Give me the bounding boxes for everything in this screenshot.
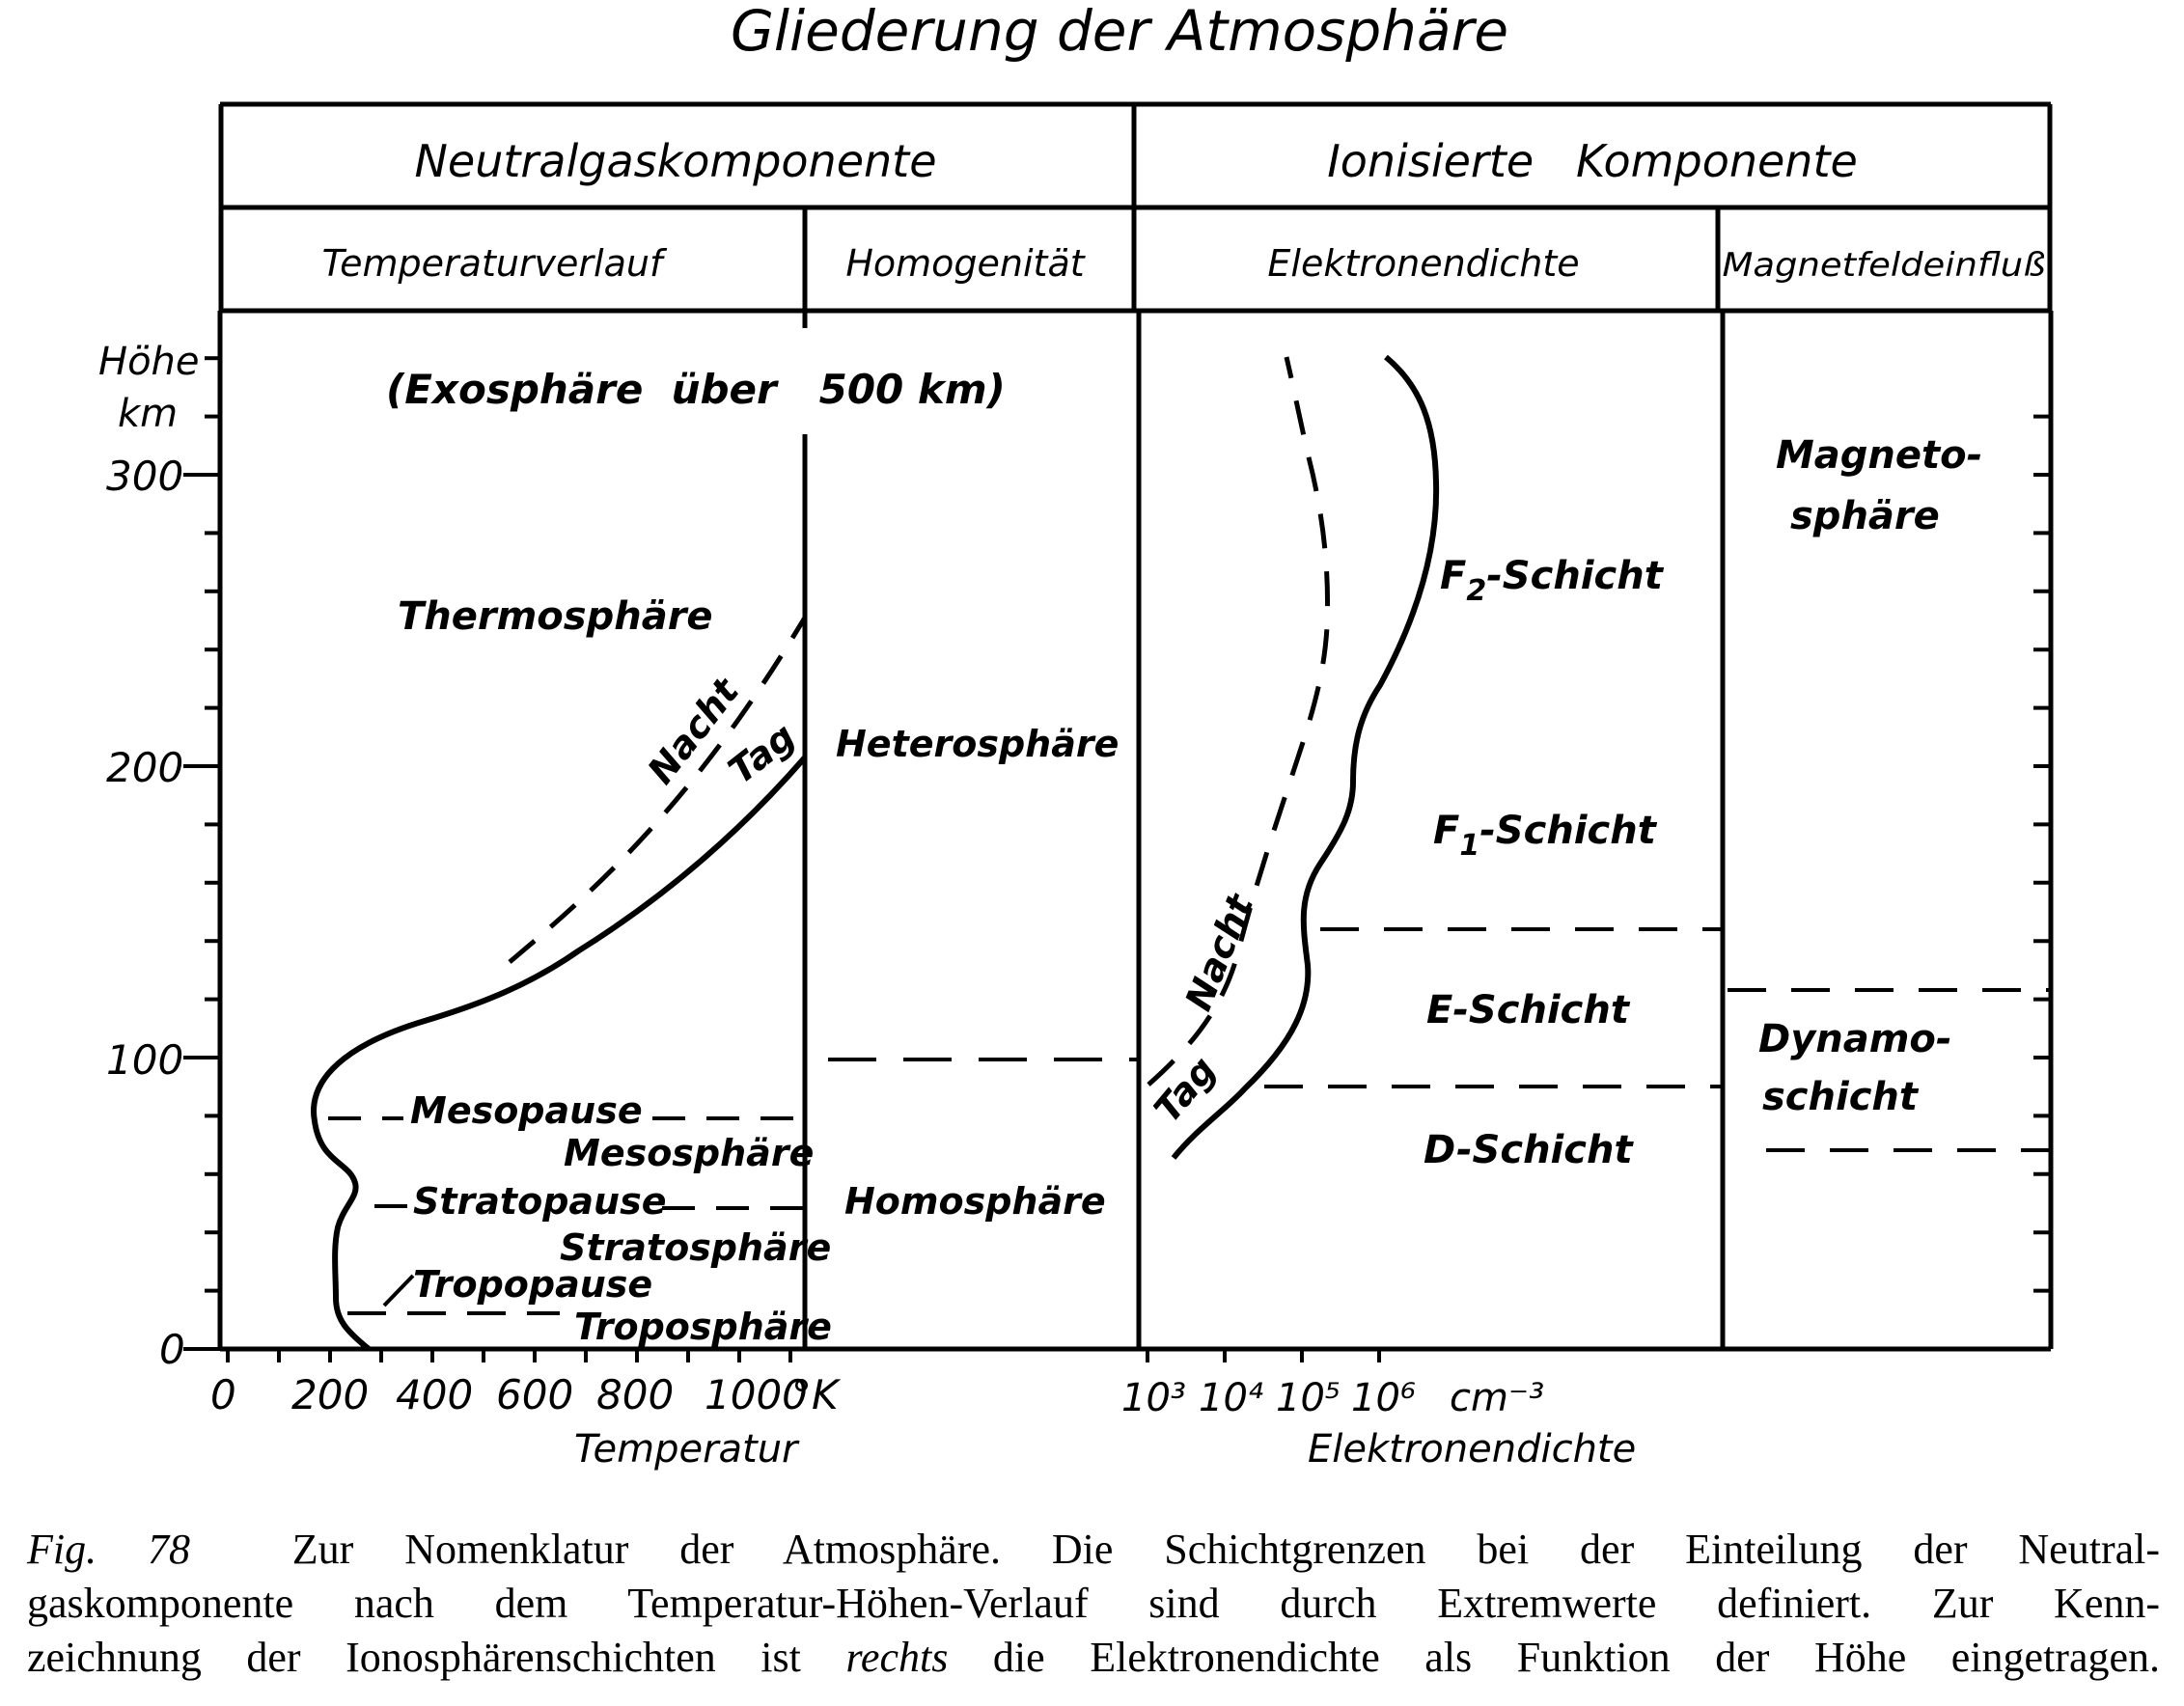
caption-line-3: zeichnung der Ionosphärenschichten ist r… bbox=[27, 1631, 2160, 1685]
temp-axis-label: Temperatur bbox=[574, 1427, 800, 1472]
caption-emphasis: rechts bbox=[845, 1634, 949, 1681]
troposphere-label: Troposphäre bbox=[574, 1306, 832, 1348]
density-tick-1e6: 10⁶ bbox=[1351, 1376, 1416, 1420]
tropopause-leader bbox=[382, 1274, 415, 1307]
d-layer-label: D-Schicht bbox=[1424, 1128, 1634, 1172]
header-magnetfeld: Magnetfeldeinfluß bbox=[1723, 246, 2046, 285]
e-layer-label: E-Schicht bbox=[1426, 988, 1631, 1032]
magnetosphere-label-1: Magneto- bbox=[1776, 433, 1982, 478]
height-label: Höhe bbox=[98, 340, 200, 384]
homosphere-label: Homosphäre bbox=[844, 1180, 1106, 1223]
caption-line-2: gaskomponente nach dem Temperatur-Höhen-… bbox=[27, 1580, 2160, 1627]
mesosphere-label: Mesosphäre bbox=[564, 1132, 814, 1174]
diagram-canvas: Gliederung der Atmosphäre Neutralgaskomp… bbox=[98, 0, 2054, 1472]
dynamo-label-2: schicht bbox=[1762, 1075, 1920, 1119]
figure-caption: Fig. 78 Zur Nomenklatur der Atmosphäre. … bbox=[27, 1523, 2160, 1685]
density-nacht-label: Nacht bbox=[1177, 887, 1262, 1016]
exosphere-label: (Exosphäre über 500 km) bbox=[386, 366, 1006, 413]
density-tick-1e4: 10⁴ bbox=[1199, 1376, 1263, 1420]
temp-unit: °K bbox=[791, 1371, 842, 1418]
header-temperaturverlauf: Temperaturverlauf bbox=[322, 242, 668, 285]
f2-layer-label: F2-Schicht bbox=[1440, 554, 1665, 608]
magnetosphere-label-2: sphäre bbox=[1790, 494, 1940, 538]
density-tag-curve bbox=[1171, 354, 1440, 1160]
stratosphere-label: Stratosphäre bbox=[560, 1226, 831, 1269]
density-tick-1e5: 10⁵ bbox=[1276, 1376, 1341, 1420]
density-tick-1e3: 10³ bbox=[1121, 1376, 1186, 1420]
height-unit: km bbox=[118, 392, 178, 436]
electron-density-curves bbox=[1147, 354, 1723, 1160]
temp-tag-curve bbox=[311, 756, 808, 1352]
caption-fig-number: Fig. 78 bbox=[27, 1526, 190, 1573]
caption-text-1: Zur Nomenklatur der Atmosphäre. Die Schi… bbox=[291, 1526, 2160, 1573]
temp-tick-600: 600 bbox=[496, 1371, 573, 1418]
density-unit: cm⁻³ bbox=[1450, 1376, 1544, 1420]
height-tick-300: 300 bbox=[106, 453, 183, 500]
height-tick-200: 200 bbox=[106, 744, 183, 791]
tropopause-label: Tropopause bbox=[413, 1263, 652, 1306]
temperature-curves bbox=[311, 616, 808, 1352]
density-axis-label: Elektronendichte bbox=[1308, 1427, 1636, 1472]
density-nacht-curve bbox=[1147, 356, 1331, 1087]
height-axis bbox=[183, 356, 220, 1351]
temp-tick-0: 0 bbox=[210, 1371, 236, 1418]
thermosphere-label: Thermosphäre bbox=[398, 594, 713, 639]
temp-tick-800: 800 bbox=[596, 1371, 674, 1418]
header-elektronendichte: Elektronendichte bbox=[1267, 242, 1579, 285]
heterosphere-label: Heterosphäre bbox=[836, 723, 1119, 765]
height-tick-0: 0 bbox=[159, 1326, 185, 1373]
caption-text-3b: die Elektronendichte als Funktion der Hö… bbox=[992, 1634, 2161, 1681]
temp-tick-200: 200 bbox=[291, 1371, 369, 1418]
temp-nacht-curve bbox=[508, 616, 808, 964]
height-tick-100: 100 bbox=[106, 1036, 183, 1084]
header-homogenitaet: Homogenität bbox=[845, 242, 1086, 285]
stratopause-label: Stratopause bbox=[413, 1180, 666, 1223]
diagram-title: Gliederung der Atmosphäre bbox=[731, 0, 1508, 64]
f1-layer-label: F1-Schicht bbox=[1433, 809, 1658, 863]
density-axis bbox=[1146, 1349, 1381, 1362]
caption-line-1: Fig. 78 Zur Nomenklatur der Atmosphäre. … bbox=[27, 1523, 2160, 1577]
temperature-axis bbox=[226, 1349, 792, 1362]
temp-tick-1000: 1000 bbox=[705, 1371, 808, 1418]
mesopause-label: Mesopause bbox=[410, 1089, 643, 1132]
caption-text-3a: zeichnung der Ionosphärenschichten ist bbox=[27, 1634, 801, 1681]
right-height-axis bbox=[2033, 414, 2051, 1293]
header-ionized: Ionisierte Komponente bbox=[1327, 135, 1858, 187]
temp-tick-400: 400 bbox=[396, 1371, 473, 1418]
table-frame bbox=[217, 101, 2054, 1352]
dynamo-label-1: Dynamo- bbox=[1758, 1017, 1952, 1061]
header-neutral: Neutralgaskomponente bbox=[414, 135, 936, 187]
